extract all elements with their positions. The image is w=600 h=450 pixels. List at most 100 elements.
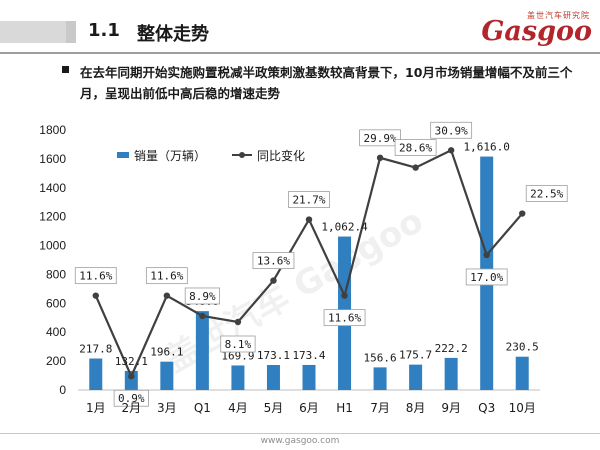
bar (195, 311, 209, 390)
header-divider (0, 52, 600, 54)
label-box (220, 335, 256, 353)
y-tick-label: 1000 (39, 239, 66, 253)
line-value-label: 17.0% (470, 271, 503, 284)
line-value-label: 22.5% (530, 188, 563, 201)
legend: 销量（万辆） 同比变化 (117, 148, 305, 163)
label-box (394, 139, 437, 157)
y-tick-label: 800 (46, 267, 66, 281)
line-value-label-group: 8.9% (184, 287, 220, 305)
y-tick-label: 600 (46, 296, 66, 310)
legend-bar-swatch (117, 152, 129, 158)
x-tick-label: 9月 (441, 401, 461, 415)
label-box (323, 309, 366, 327)
line-point (305, 216, 313, 223)
bar-value-label: 173.1 (257, 349, 290, 362)
footer-divider (0, 433, 600, 434)
bullet-square-icon (62, 66, 69, 73)
bar (231, 365, 245, 390)
footer-url: www.gasgoo.com (260, 436, 340, 446)
line-value-label: 11.6% (150, 270, 183, 283)
label-box (252, 252, 295, 269)
line-point (341, 292, 348, 299)
line-value-label: 28.6% (399, 142, 432, 155)
bar-value-label: 175.7 (399, 349, 432, 362)
bar (444, 357, 458, 390)
line-value-label-group: 11.6% (74, 267, 117, 285)
line-value-label-group: 29.9% (359, 129, 401, 147)
line-value-label-group: 17.0% (465, 268, 508, 286)
bar (515, 356, 529, 390)
line-value-label-group: 0.9% (113, 389, 149, 407)
y-tick-label: 1200 (39, 210, 66, 224)
bar-value-label: 1,062.4 (321, 221, 368, 234)
line-point (199, 312, 206, 320)
line-point (128, 373, 135, 380)
line-value-label-group: 13.6% (252, 252, 295, 269)
label-box (113, 389, 149, 407)
x-tick-label: 8月 (406, 401, 426, 415)
x-tick-label: 4月 (228, 401, 248, 415)
legend-bar-label: 销量（万辆） (134, 149, 206, 163)
label-box (430, 121, 473, 139)
bar-value-label: 217.8 (79, 343, 112, 356)
label-box (288, 191, 330, 208)
bar-value-label: 156.6 (364, 351, 397, 364)
line-point (519, 210, 526, 217)
line-value-label: 21.7% (292, 194, 325, 207)
y-tick-label: 1800 (39, 123, 66, 137)
bar (160, 361, 174, 390)
line-value-label: 30.9% (435, 124, 468, 137)
x-tick-label: 3月 (157, 401, 177, 415)
line-point (163, 292, 171, 299)
y-tick-label: 200 (46, 354, 66, 368)
x-tick-label: Q3 (478, 401, 495, 415)
line-point (376, 154, 384, 162)
bar (124, 370, 138, 390)
bar-value-label: 132.1 (115, 355, 148, 368)
label-box (184, 287, 220, 305)
line-value-label: 11.6% (328, 312, 361, 325)
y-tick-label: 400 (46, 325, 66, 339)
bullet-text: 在去年同期开始实施购置税减半政策刺激基数较高背景下，10月市场销量增幅不及前三个… (80, 65, 573, 101)
line-value-label-group: 30.9% (430, 121, 473, 139)
line-point (234, 318, 242, 326)
section-number: 1.1 (88, 20, 120, 41)
line-point (270, 277, 277, 284)
y-tick-label: 1600 (39, 152, 66, 166)
bar (409, 364, 423, 390)
bar (373, 367, 387, 390)
line-value-label-group: 8.1% (220, 335, 256, 353)
section-title: 整体走势 (137, 24, 209, 45)
logo-wordmark: Gasgoo (481, 16, 592, 47)
bar (266, 364, 280, 390)
logo-subtitle: 盖世汽车研究院 (527, 11, 590, 20)
legend-line-label: 同比变化 (257, 148, 305, 163)
x-tick-label: H1 (336, 401, 353, 415)
line-value-label-group: 11.6% (145, 267, 188, 285)
line-point (447, 147, 455, 154)
x-tick-label: Q1 (194, 401, 211, 415)
bar-value-label: 196.1 (150, 346, 183, 359)
bar (302, 364, 316, 390)
line-value-label-group: 11.6% (323, 309, 366, 327)
x-tick-label: 5月 (264, 401, 284, 415)
line-value-label: 8.1% (225, 338, 252, 351)
line-value-label: 8.9% (189, 290, 216, 303)
line-value-label: 11.6% (79, 270, 112, 283)
x-tick-label: 1月 (86, 401, 106, 415)
label-box (145, 267, 188, 285)
line-value-label-group: 21.7% (288, 191, 330, 208)
bar-value-label: 222.2 (435, 342, 468, 355)
header: 1.1 整体走势 盖世汽车研究院 Gasgoo (0, 0, 600, 56)
line-point (92, 292, 99, 299)
line-value-label: 0.9% (118, 392, 145, 405)
label-box (465, 268, 508, 286)
label-box (525, 185, 568, 202)
bar-value-label: 230.5 (506, 341, 539, 354)
legend-line-marker (239, 152, 245, 158)
x-tick-label: 6月 (299, 401, 319, 415)
x-tick-label: 2月 (121, 401, 141, 415)
bar-value-label: 169.9 (221, 349, 254, 362)
